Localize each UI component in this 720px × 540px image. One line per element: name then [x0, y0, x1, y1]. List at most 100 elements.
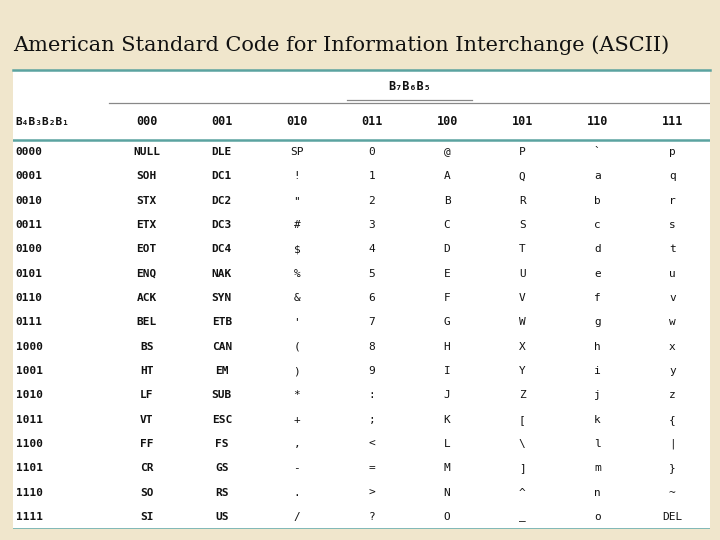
Text: 0: 0 [369, 147, 375, 157]
Text: 0101: 0101 [16, 269, 42, 279]
Text: ,: , [294, 439, 300, 449]
Text: ~: ~ [669, 488, 676, 498]
Text: _: _ [519, 512, 526, 522]
Text: a: a [594, 172, 600, 181]
Text: American Standard Code for Information Interchange (ASCII): American Standard Code for Information I… [13, 36, 669, 56]
Text: C: C [444, 220, 451, 230]
Text: O: O [444, 512, 451, 522]
Text: 1011: 1011 [16, 415, 42, 425]
Text: :: : [369, 390, 375, 400]
Text: 1000: 1000 [16, 342, 42, 352]
Text: >: > [369, 488, 375, 498]
Text: H: H [444, 342, 451, 352]
Text: -: - [294, 463, 300, 474]
Text: DC3: DC3 [212, 220, 232, 230]
Text: P: P [519, 147, 526, 157]
Text: Y: Y [519, 366, 526, 376]
Text: VT: VT [140, 415, 153, 425]
Text: Z: Z [519, 390, 526, 400]
Text: 1111: 1111 [16, 512, 42, 522]
Text: J: J [444, 390, 451, 400]
Text: K: K [444, 415, 451, 425]
Text: 6: 6 [369, 293, 375, 303]
Text: X: X [519, 342, 526, 352]
Text: ): ) [294, 366, 300, 376]
Text: BEL: BEL [137, 318, 157, 327]
Text: v: v [669, 293, 676, 303]
Text: #: # [294, 220, 300, 230]
Text: SP: SP [290, 147, 304, 157]
Text: 0100: 0100 [16, 245, 42, 254]
Text: DC2: DC2 [212, 196, 232, 206]
Text: 1010: 1010 [16, 390, 42, 400]
Text: 1110: 1110 [16, 488, 42, 498]
Text: SO: SO [140, 488, 153, 498]
Text: &: & [294, 293, 300, 303]
Text: [: [ [519, 415, 526, 425]
Text: r: r [669, 196, 676, 206]
Text: q: q [669, 172, 676, 181]
Text: 4: 4 [369, 245, 375, 254]
Text: U: U [519, 269, 526, 279]
Text: CAN: CAN [212, 342, 232, 352]
Text: i: i [594, 366, 600, 376]
Text: 0000: 0000 [16, 147, 42, 157]
Text: 8: 8 [369, 342, 375, 352]
Text: ENQ: ENQ [137, 269, 157, 279]
Text: NAK: NAK [212, 269, 232, 279]
Text: 111: 111 [662, 115, 683, 128]
Text: |: | [669, 439, 676, 449]
Text: GS: GS [215, 463, 228, 474]
Text: 1101: 1101 [16, 463, 42, 474]
Text: B₄B₃B₂B₁: B₄B₃B₂B₁ [16, 117, 70, 126]
Text: B: B [444, 196, 451, 206]
Text: e: e [594, 269, 600, 279]
Text: T: T [519, 245, 526, 254]
Text: 0011: 0011 [16, 220, 42, 230]
Text: CR: CR [140, 463, 153, 474]
Text: E: E [444, 269, 451, 279]
Text: =: = [369, 463, 375, 474]
Text: F: F [444, 293, 451, 303]
Text: t: t [669, 245, 676, 254]
Text: 5: 5 [369, 269, 375, 279]
Text: n: n [594, 488, 600, 498]
Text: ;: ; [369, 415, 375, 425]
Text: 1100: 1100 [16, 439, 42, 449]
Text: FS: FS [215, 439, 228, 449]
Text: w: w [669, 318, 676, 327]
Text: DC1: DC1 [212, 172, 232, 181]
Text: NULL: NULL [133, 147, 160, 157]
Text: ': ' [294, 318, 300, 327]
Text: b: b [594, 196, 600, 206]
Text: 0001: 0001 [16, 172, 42, 181]
Text: 001: 001 [211, 115, 233, 128]
Text: z: z [669, 390, 676, 400]
Text: EM: EM [215, 366, 228, 376]
Text: ESC: ESC [212, 415, 232, 425]
Text: DEL: DEL [662, 512, 683, 522]
Text: %: % [294, 269, 300, 279]
Text: @: @ [444, 147, 451, 157]
Text: p: p [669, 147, 676, 157]
Text: 0110: 0110 [16, 293, 42, 303]
Text: g: g [594, 318, 600, 327]
Text: /: / [294, 512, 300, 522]
Text: 110: 110 [587, 115, 608, 128]
Text: ": " [294, 196, 300, 206]
Text: 7: 7 [369, 318, 375, 327]
Text: j: j [594, 390, 600, 400]
Text: 2: 2 [369, 196, 375, 206]
Text: BS: BS [140, 342, 153, 352]
Text: R: R [519, 196, 526, 206]
Text: s: s [669, 220, 676, 230]
Text: f: f [594, 293, 600, 303]
Text: A: A [444, 172, 451, 181]
Text: 9: 9 [369, 366, 375, 376]
Text: M: M [444, 463, 451, 474]
Text: SYN: SYN [212, 293, 232, 303]
Text: !: ! [294, 172, 300, 181]
Text: SUB: SUB [212, 390, 232, 400]
Text: *: * [294, 390, 300, 400]
Text: US: US [215, 512, 228, 522]
